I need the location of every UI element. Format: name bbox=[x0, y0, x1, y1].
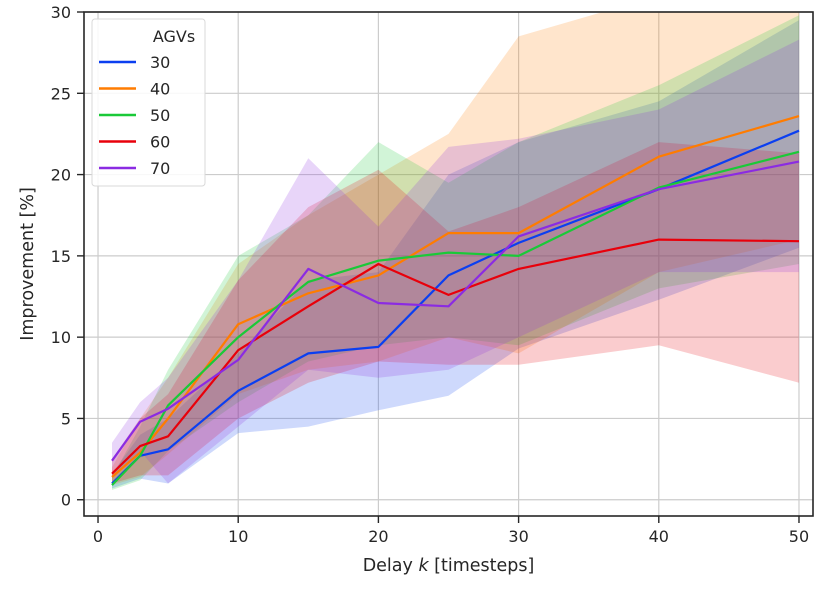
band-60 bbox=[112, 142, 799, 484]
y-tick-label: 0 bbox=[61, 491, 71, 510]
legend-label: 30 bbox=[150, 53, 170, 72]
legend-item-50: 50 bbox=[99, 106, 170, 125]
legend-items: 30 40 50 60 70 bbox=[99, 53, 170, 178]
x-axis-label-prefix: Delay bbox=[363, 556, 419, 576]
legend-label: 40 bbox=[150, 80, 170, 99]
legend-label: 70 bbox=[150, 159, 170, 178]
legend-label: 50 bbox=[150, 106, 170, 125]
x-axis-label-suffix: [timesteps] bbox=[429, 556, 535, 576]
x-tick-label: 10 bbox=[228, 527, 248, 546]
x-tick-label: 30 bbox=[508, 527, 528, 546]
series-line-30 bbox=[111, 129, 800, 485]
x-axis-label-variable: k bbox=[418, 556, 429, 576]
x-tick-label: 50 bbox=[789, 527, 809, 546]
legend-box bbox=[91, 18, 206, 187]
legend-item-60: 60 bbox=[99, 133, 170, 152]
x-axis-label: Delay k [timesteps] bbox=[363, 556, 535, 576]
plot-frame bbox=[83, 11, 814, 517]
band-30 bbox=[112, 20, 799, 489]
legend: AGVs 30 40 50 60 70 bbox=[91, 18, 206, 187]
axis-ticks: 0 10 20 30 40 50 0 5 10 15 20 25 30 bbox=[51, 3, 810, 546]
y-tick-label: 15 bbox=[51, 247, 71, 266]
legend-title: AGVs bbox=[153, 27, 195, 46]
y-tick-label: 20 bbox=[51, 166, 71, 185]
x-tick-label: 0 bbox=[93, 527, 103, 546]
legend-item-70: 70 bbox=[99, 159, 170, 178]
y-tick-label: 5 bbox=[61, 409, 71, 428]
band-70 bbox=[112, 39, 799, 484]
y-tick-label: 30 bbox=[51, 3, 71, 22]
series-line-50 bbox=[111, 150, 800, 486]
x-tick-label: 20 bbox=[368, 527, 388, 546]
x-tick-label: 40 bbox=[649, 527, 669, 546]
series-lines bbox=[111, 115, 800, 486]
y-tick-label: 25 bbox=[51, 84, 71, 103]
legend-item-40: 40 bbox=[99, 80, 170, 99]
y-axis-label: Improvement [%] bbox=[18, 187, 38, 341]
y-tick-label: 10 bbox=[51, 328, 71, 347]
series-line-70 bbox=[111, 160, 800, 462]
legend-label: 60 bbox=[150, 133, 170, 152]
legend-item-30: 30 bbox=[99, 53, 170, 72]
